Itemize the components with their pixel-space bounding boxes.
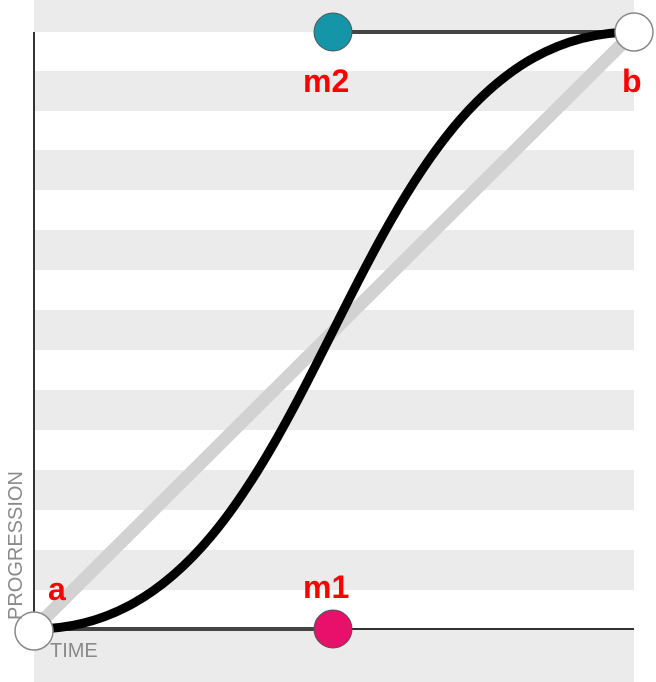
label-m2: m2 <box>303 63 349 99</box>
label-m1: m1 <box>303 569 349 605</box>
control-point-m2[interactable] <box>313 12 353 52</box>
stripe <box>34 150 634 190</box>
stripe <box>34 390 634 430</box>
stripe <box>34 230 634 270</box>
stripe <box>34 71 634 111</box>
control-point-m1[interactable] <box>313 609 353 649</box>
x-axis-label: TIME <box>50 640 98 662</box>
stripe <box>34 550 634 590</box>
label-a: a <box>48 571 66 607</box>
end-point-b[interactable] <box>614 12 654 52</box>
easing-curve <box>29 27 639 634</box>
label-b: b <box>622 63 642 99</box>
start-point-a[interactable] <box>14 611 54 651</box>
stripe <box>34 470 634 510</box>
y-axis-label: PROGRESSION <box>5 471 27 620</box>
